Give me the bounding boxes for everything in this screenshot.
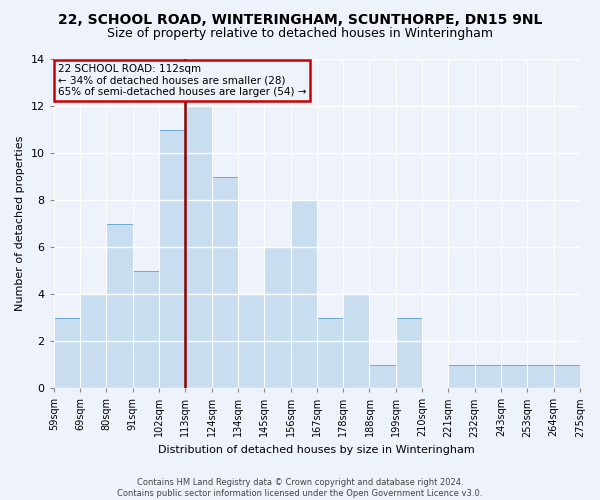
Bar [106,224,133,388]
Bar [370,364,396,388]
Bar [290,200,317,388]
Bar [396,318,422,388]
Text: 22 SCHOOL ROAD: 112sqm
← 34% of detached houses are smaller (28)
65% of semi-det: 22 SCHOOL ROAD: 112sqm ← 34% of detached… [58,64,306,97]
Bar [554,364,580,388]
Bar [317,318,343,388]
Bar [54,318,80,388]
Bar [448,364,475,388]
Bar [343,294,370,388]
Bar [501,364,527,388]
X-axis label: Distribution of detached houses by size in Winteringham: Distribution of detached houses by size … [158,445,475,455]
Y-axis label: Number of detached properties: Number of detached properties [15,136,25,312]
Bar [238,294,264,388]
Bar [264,247,290,388]
Bar [212,176,238,388]
Bar [475,364,501,388]
Bar [185,106,212,388]
Bar [159,130,185,388]
Bar [80,294,106,388]
Bar [527,364,554,388]
Text: 22, SCHOOL ROAD, WINTERINGHAM, SCUNTHORPE, DN15 9NL: 22, SCHOOL ROAD, WINTERINGHAM, SCUNTHORP… [58,12,542,26]
Bar [133,270,159,388]
Text: Size of property relative to detached houses in Winteringham: Size of property relative to detached ho… [107,28,493,40]
Text: Contains HM Land Registry data © Crown copyright and database right 2024.
Contai: Contains HM Land Registry data © Crown c… [118,478,482,498]
